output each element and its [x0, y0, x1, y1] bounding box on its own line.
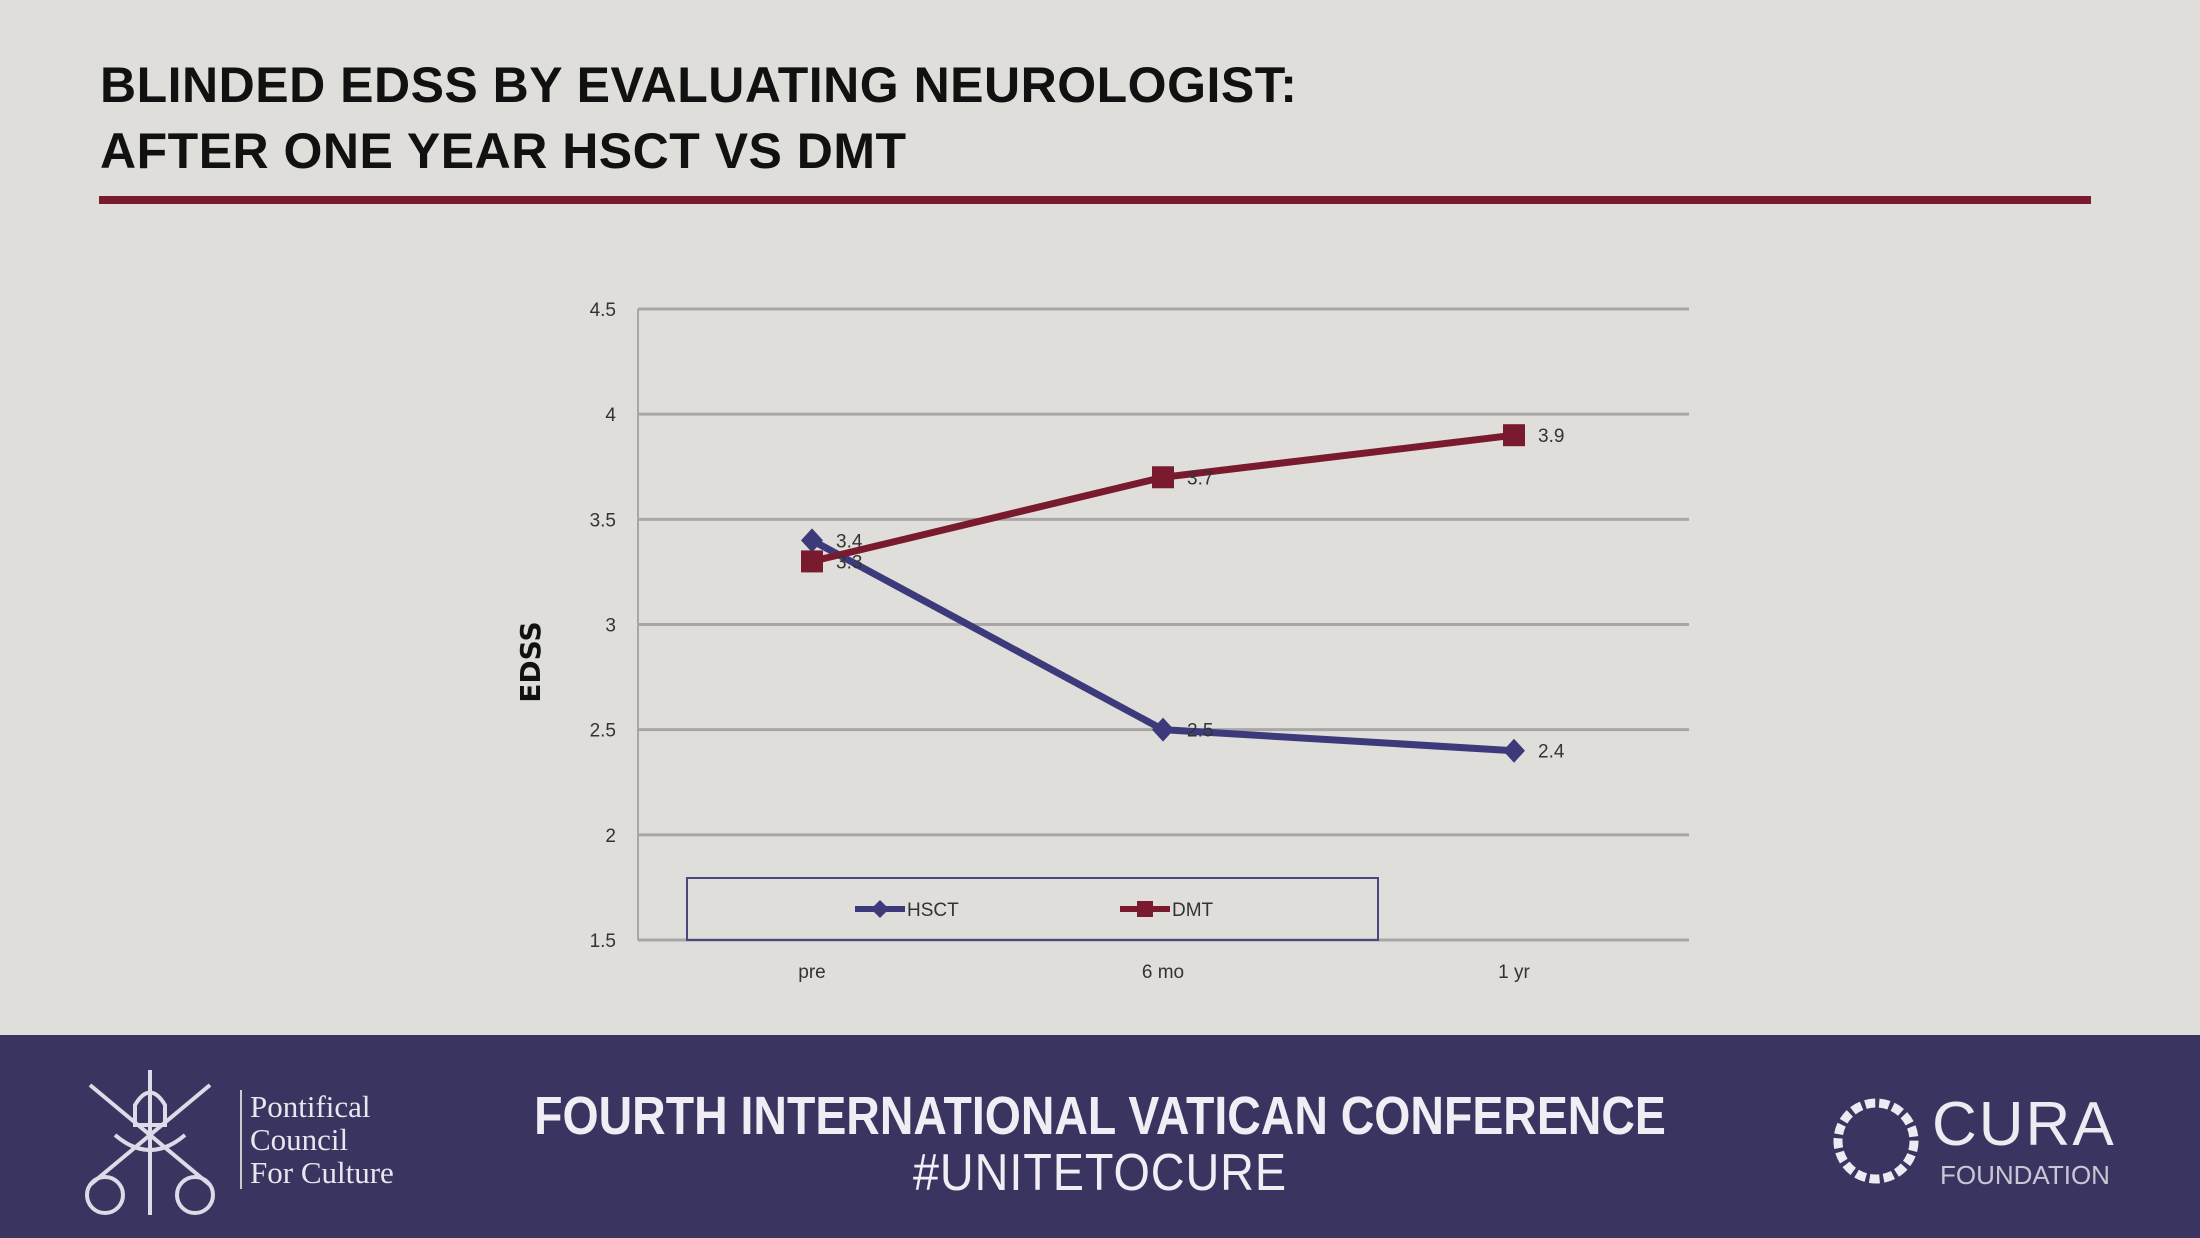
y-tick-label: 2 [605, 826, 616, 847]
y-axis-label: EDSS [514, 621, 547, 702]
footer-banner: Pontifical Council For Culture FOURTH IN… [0, 1035, 2200, 1238]
data-label: 3.9 [1538, 426, 1564, 447]
title-divider [99, 196, 2091, 204]
data-point-dmt [1152, 466, 1174, 489]
y-tick-label: 4.5 [590, 300, 616, 321]
y-tick-label: 3.5 [590, 510, 616, 531]
data-label: 3.4 [836, 531, 863, 552]
data-label: 3.3 [836, 552, 862, 573]
data-point-dmt [801, 550, 823, 573]
hashtag: #UNITETOCURE [912, 1144, 1287, 1202]
logo-line: For Culture [250, 1155, 394, 1190]
data-label: 2.4 [1538, 742, 1565, 763]
pontifical-council-logo-icon [85, 1070, 215, 1215]
logo-line: Pontifical [250, 1089, 371, 1124]
x-tick-label: 6 mo [1142, 962, 1184, 983]
logo-line: Council [250, 1122, 349, 1157]
edss-line-chart: 1.5 2 2.5 3 3.5 4 4.5 pre 6 mo 1 yr 3.4 2.5 2.4 3.3 3… [514, 300, 1689, 983]
y-tick-label: 3 [605, 616, 616, 637]
title-line-2: AFTER ONE YEAR HSCT VS DMT [100, 123, 907, 179]
title-line-1: BLINDED EDSS BY EVALUATING NEUROLOGIST: [100, 57, 1298, 113]
conference-title: FOURTH INTERNATIONAL VATICAN CONFERENCE [534, 1086, 1666, 1146]
legend-label: HSCT [907, 900, 959, 921]
data-point-hsct [1152, 717, 1174, 742]
y-tick-label: 2.5 [590, 721, 616, 742]
slide-title: BLINDED EDSS BY EVALUATING NEUROLOGIST: … [100, 52, 1297, 184]
y-tick-label: 4 [605, 405, 616, 426]
legend-label: DMT [1172, 900, 1214, 921]
legend: HSCT DMT [686, 877, 1379, 941]
data-point-hsct [1503, 738, 1525, 763]
legend-marker-square-icon [1137, 901, 1153, 917]
y-tick-label: 1.5 [590, 931, 616, 952]
data-label: 2.5 [1187, 721, 1213, 742]
data-point-dmt [1503, 424, 1525, 447]
legend-box [686, 877, 1379, 941]
x-tick-label: 1 yr [1498, 962, 1530, 983]
cura-foundation-text: FOUNDATION [1940, 1160, 2110, 1190]
x-tick-label: pre [798, 962, 825, 983]
series-line-dmt [811, 431, 1515, 565]
data-point-hsct [801, 528, 823, 553]
pontifical-council-text: Pontifical Council For Culture [240, 1090, 394, 1189]
cura-ring-icon [1833, 1098, 1919, 1184]
legend-marker-diamond-icon [871, 900, 889, 918]
cura-logo-text: CURA [1932, 1090, 2116, 1159]
data-label: 3.7 [1187, 468, 1213, 489]
